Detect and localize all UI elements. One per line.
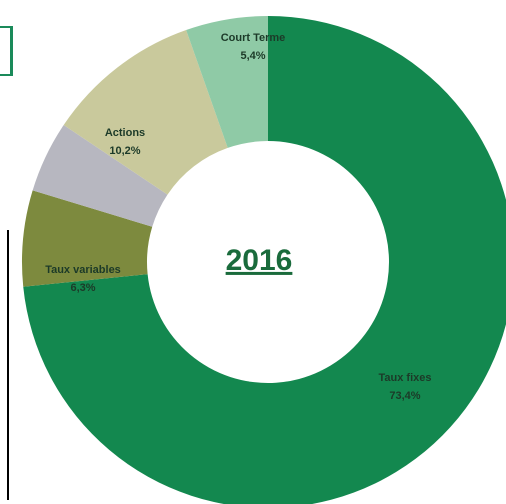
slice-value-label: 6,3% bbox=[70, 282, 95, 294]
donut-slice bbox=[186, 16, 268, 148]
slice-value-label: 5,4% bbox=[240, 50, 265, 62]
slice-value-label: 10,2% bbox=[109, 145, 140, 157]
donut bbox=[21, 16, 506, 504]
slice-label: Taux fixes bbox=[379, 372, 432, 384]
donut-slice bbox=[23, 16, 506, 504]
slice-label: Taux variables bbox=[45, 264, 121, 276]
slice-value-label: 73,4% bbox=[389, 390, 420, 402]
frame-accent-inner bbox=[0, 28, 10, 74]
slice-label: Court Terme bbox=[221, 32, 286, 44]
donut-slice bbox=[32, 125, 168, 227]
donut-slice bbox=[63, 30, 228, 195]
chart-title: 2016 bbox=[226, 244, 293, 277]
slice-label: Actions bbox=[105, 127, 145, 139]
donut-slice bbox=[21, 190, 153, 287]
